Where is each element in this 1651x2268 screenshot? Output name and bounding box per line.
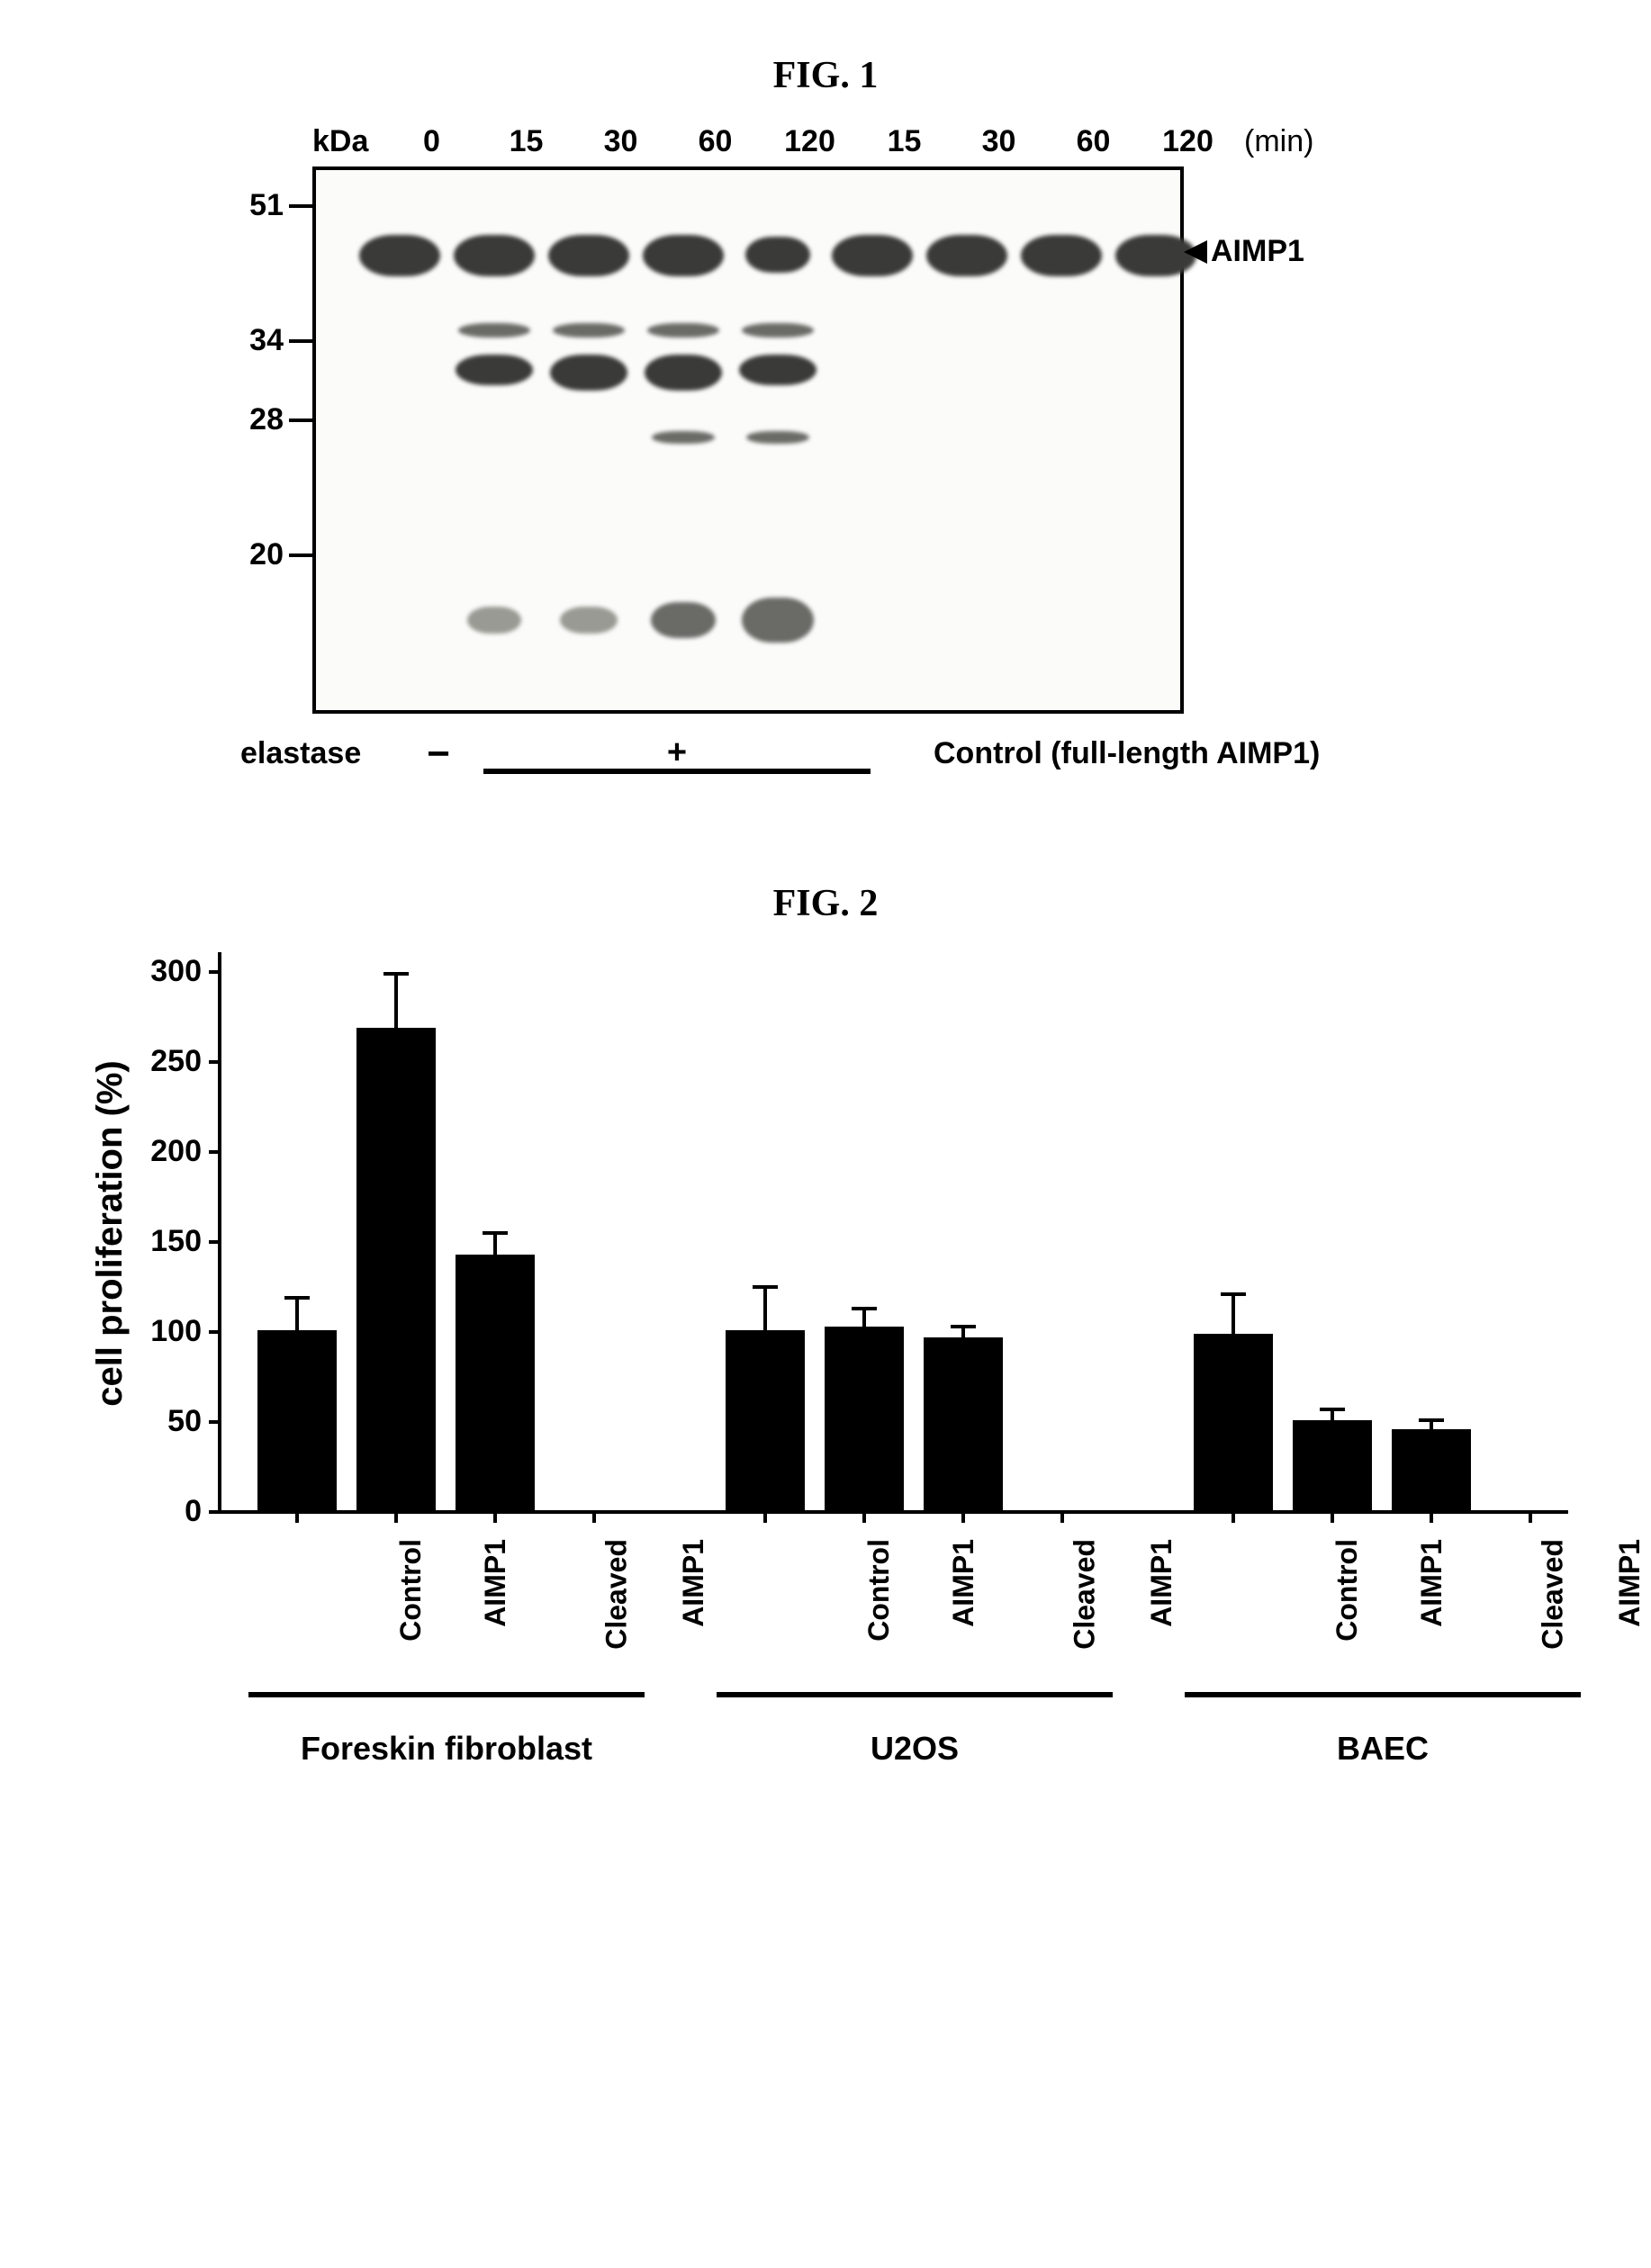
xlabel: AIMP1 (947, 1539, 980, 1627)
xlabel: Control (394, 1539, 428, 1642)
fig1-header: kDa 0153060120153060120 (min) (312, 124, 1411, 159)
group-underline (717, 1692, 1113, 1697)
ytick: 150 (150, 1224, 221, 1259)
fig1-title: FIG. 1 (36, 54, 1615, 97)
fig1: kDa 0153060120153060120 (min) 51342820 A… (240, 124, 1411, 774)
gel-band (643, 235, 724, 276)
gel-band (647, 323, 719, 338)
bar (257, 1330, 337, 1510)
bar (924, 1337, 1003, 1510)
gel-band (1021, 235, 1102, 276)
ytick: 100 (150, 1314, 221, 1349)
fig1-right-annotation: AIMP1 (1184, 166, 1346, 714)
lane-label: 15 (479, 124, 573, 159)
xlabel: Cleaved (1069, 1539, 1102, 1650)
kda-tick: 28 (249, 402, 312, 437)
lane-label: 15 (857, 124, 952, 159)
lane-label: 120 (762, 124, 857, 159)
bar (726, 1330, 805, 1510)
min-label: (min) (1244, 124, 1313, 159)
elastase-minus: − (393, 745, 483, 763)
kda-tick: 34 (249, 323, 312, 358)
lane-label: 0 (384, 124, 479, 159)
gel-band (456, 355, 533, 385)
fig1-footer: elastase − + Control (full-length AIMP1) (240, 734, 1411, 774)
lane-label: 30 (573, 124, 668, 159)
gel-band (745, 237, 810, 273)
gel-band (742, 598, 814, 643)
ytick: 50 (167, 1404, 221, 1439)
gel-band (746, 431, 809, 444)
gel-band (467, 607, 521, 634)
bar (1293, 1420, 1372, 1510)
fig2-ylabel: cell proliferation (%) (83, 952, 137, 1514)
lane-label: 60 (1046, 124, 1141, 159)
ytick: 250 (150, 1044, 221, 1079)
bar (825, 1327, 904, 1510)
gel-band (651, 602, 716, 638)
group-name: Foreskin fibroblast (248, 1730, 645, 1768)
bar (356, 1028, 436, 1510)
fig2: cell proliferation (%) 0 50 100 150 200 250 30… (83, 952, 1568, 1784)
xlabel: AIMP1 (677, 1539, 710, 1627)
xlabel: Control (862, 1539, 896, 1642)
gel-band (458, 323, 530, 338)
kda-tick: 51 (249, 188, 312, 223)
fig2-group-underlines (221, 1685, 1568, 1730)
fig1-kda-axis: 51 34 28 20 (240, 166, 312, 714)
xlabel: Control (1331, 1539, 1364, 1642)
gel-band (926, 235, 1007, 276)
arrow-left-icon (1180, 240, 1207, 264)
bar (456, 1255, 535, 1510)
fig2-title: FIG. 2 (36, 882, 1615, 925)
xlabel: Cleaved (600, 1539, 634, 1650)
aimp1-label: AIMP1 (1211, 234, 1304, 269)
ytick: 300 (150, 954, 221, 989)
elastase-label: elastase (240, 736, 393, 771)
lane-label: 60 (668, 124, 762, 159)
kda-tick: 20 (249, 537, 312, 572)
group-name: U2OS (717, 1730, 1113, 1768)
elastase-plus: + (483, 734, 871, 774)
gel-band (548, 235, 629, 276)
gel-band (359, 235, 440, 276)
group-underline (248, 1692, 645, 1697)
gel-band (739, 355, 816, 385)
lane-label: 30 (952, 124, 1046, 159)
group-underline (1185, 1692, 1581, 1697)
fig2-plot-area (221, 952, 1568, 1514)
fig2-yaxis: 050100150200250300 (137, 952, 221, 1514)
xlabel: AIMP1 (1415, 1539, 1448, 1627)
lane-label: 120 (1141, 124, 1235, 159)
gel-band (832, 235, 913, 276)
fig1-gel-image (312, 166, 1184, 714)
xlabel: Cleaved (1537, 1539, 1570, 1650)
gel-band (560, 607, 618, 634)
gel-band (645, 355, 722, 391)
ytick: 0 (185, 1494, 221, 1529)
xlabel: AIMP1 (1145, 1539, 1178, 1627)
gel-band (553, 323, 625, 338)
gel-band (550, 355, 627, 391)
bar (1194, 1334, 1273, 1510)
gel-band (454, 235, 535, 276)
gel-band (742, 323, 814, 338)
fig2-xlabels: Control AIMP1 Cleaved AIMP1 Control AIMP1 Clea… (221, 1514, 1568, 1685)
fig2-group-names: Foreskin fibroblastU2OSBAEC (221, 1730, 1568, 1784)
bar (1392, 1429, 1471, 1510)
group-name: BAEC (1185, 1730, 1581, 1768)
kda-label: kDa (312, 124, 384, 159)
control-label: Control (full-length AIMP1) (934, 736, 1320, 771)
gel-band (652, 431, 715, 444)
xlabel: AIMP1 (479, 1539, 512, 1627)
ytick: 200 (150, 1134, 221, 1169)
xlabel: AIMP1 (1613, 1539, 1646, 1627)
fig1-lane-labels: 0153060120153060120 (384, 124, 1235, 159)
